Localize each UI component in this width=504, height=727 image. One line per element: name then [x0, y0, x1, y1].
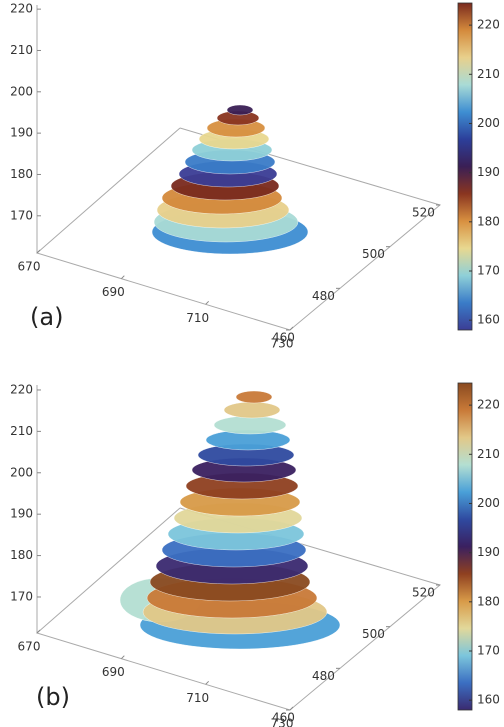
x-tick-label: 670 [18, 260, 41, 274]
y-tick-label: 500 [362, 627, 385, 641]
colorbar-tick-label: 190 [477, 545, 500, 559]
x-tick-label: 730 [271, 717, 294, 727]
x-tick-label: 710 [186, 691, 209, 705]
surface-layer [226, 104, 254, 116]
x-tick-label: 670 [18, 640, 41, 654]
surface-layer [213, 415, 287, 435]
z-tick-label: 170 [10, 208, 33, 222]
x-tick [289, 706, 294, 711]
panel-label: (a) [30, 303, 63, 331]
y-tick-label: 460 [272, 711, 295, 725]
y-tick-label: 500 [362, 247, 385, 261]
colorbar-tick-label: 170 [477, 643, 500, 657]
colorbar-tick-label: 160 [477, 693, 500, 707]
x-tick [120, 655, 125, 660]
z-tick-label: 170 [10, 589, 33, 603]
x-tick [289, 326, 294, 331]
colorbar-tick-label: 220 [477, 398, 500, 412]
x-tick-label: 710 [186, 311, 209, 325]
colorbar [457, 382, 473, 711]
x-tick-label: 690 [102, 285, 125, 299]
colorbar-tick-label: 180 [477, 214, 500, 228]
y-tick-label: 480 [312, 669, 335, 683]
colorbar-tick-label: 170 [477, 263, 500, 277]
y-tick-label: 520 [412, 206, 435, 220]
colorbar-tick-label: 200 [477, 496, 500, 510]
colorbar-tick-label: 210 [477, 447, 500, 461]
z-tick-label: 190 [10, 507, 33, 521]
z-tick-label: 180 [10, 548, 33, 562]
x-tick [36, 249, 41, 254]
y-tick-label: 460 [272, 331, 295, 345]
surface-layer [223, 401, 281, 419]
colorbar [457, 2, 473, 331]
z-tick-label: 220 [10, 382, 33, 396]
z-tick-label: 180 [10, 167, 33, 181]
colorbar-tick-label: 180 [477, 594, 500, 608]
x-tick [36, 629, 41, 634]
colorbar-tick-label: 210 [477, 67, 500, 81]
z-tick-label: 200 [10, 465, 33, 479]
colorbar-tick-label: 220 [477, 18, 500, 32]
y-tick-label: 480 [312, 289, 335, 303]
z-tick-label: 190 [10, 126, 33, 140]
x-tick [120, 275, 125, 280]
x-tick [205, 680, 210, 685]
x-tick-label: 730 [271, 337, 294, 351]
z-tick-label: 210 [10, 424, 33, 438]
colorbar-tick-label: 190 [477, 165, 500, 179]
z-tick-label: 210 [10, 43, 33, 57]
x-tick [205, 300, 210, 305]
x-tick-label: 690 [102, 665, 125, 679]
panel-label: (b) [36, 683, 70, 711]
z-tick-label: 200 [10, 84, 33, 98]
z-tick-label: 220 [10, 2, 33, 16]
colorbar-tick-label: 160 [477, 313, 500, 327]
colorbar-tick-label: 200 [477, 116, 500, 130]
surface-layer [235, 390, 273, 404]
y-tick-label: 520 [412, 586, 435, 600]
